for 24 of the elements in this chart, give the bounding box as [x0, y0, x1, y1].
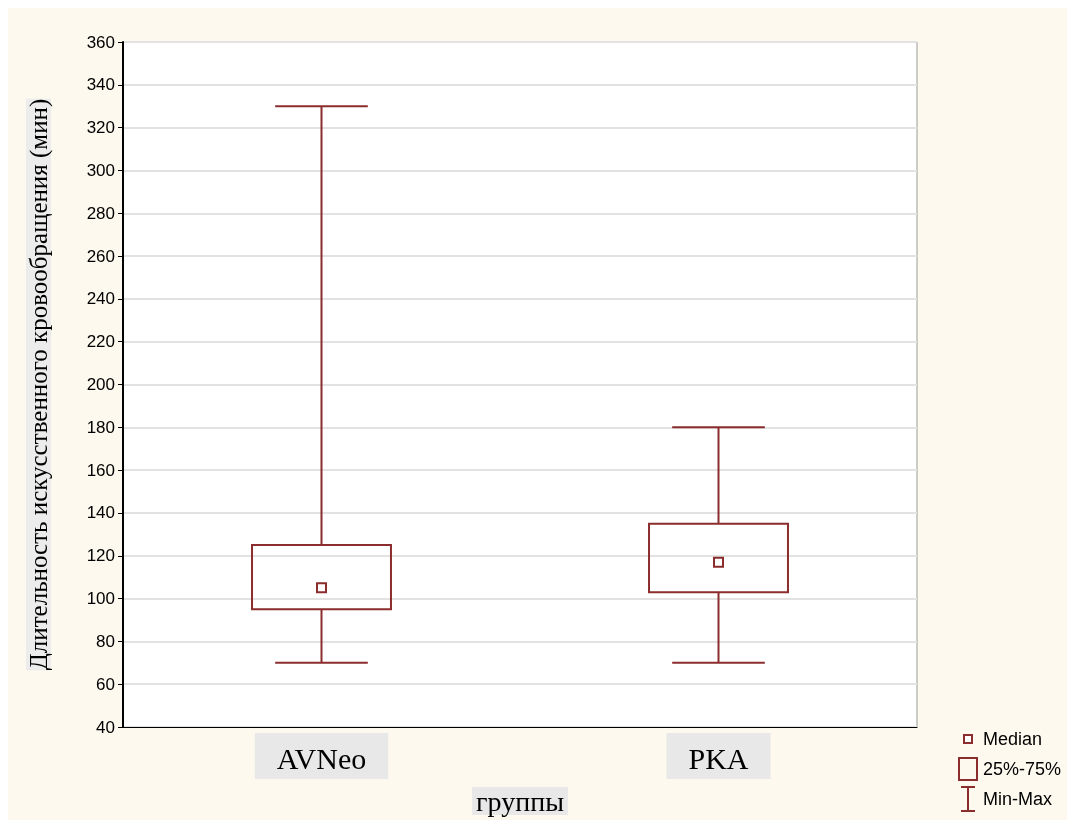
- y-axis-title: Длительность искусственного кровообращения (мин): [25, 98, 53, 671]
- y-tick-label: 60: [96, 674, 115, 694]
- x-axis-title: группы: [476, 785, 565, 817]
- y-tick-label: 80: [96, 631, 115, 651]
- x-tick-label: PKA: [688, 741, 749, 775]
- text: Min-Max: [982, 788, 1052, 810]
- y-tick-label: 320: [86, 118, 115, 138]
- y-tick-label: 300: [86, 160, 115, 180]
- y-tick-label: 340: [86, 75, 115, 95]
- y-tick-label: 240: [86, 289, 115, 309]
- y-tick-label: 100: [86, 589, 115, 609]
- y-tick-label: 220: [86, 332, 115, 352]
- text: Median: [982, 728, 1042, 750]
- y-tick-label: 140: [86, 503, 115, 523]
- y-tick-label: 360: [86, 32, 115, 52]
- y-tick-label: 200: [86, 375, 115, 394]
- y-tick-label: 160: [86, 460, 115, 480]
- y-tick-label: 280: [86, 203, 115, 223]
- y-tick-label: 40: [96, 717, 115, 737]
- y-tick-label: 120: [86, 546, 115, 566]
- x-tick-label: AVNeo: [276, 741, 367, 775]
- y-tick-label: 260: [86, 246, 115, 266]
- text: 25%-75%: [982, 758, 1061, 780]
- y-tick-label: 180: [86, 417, 115, 437]
